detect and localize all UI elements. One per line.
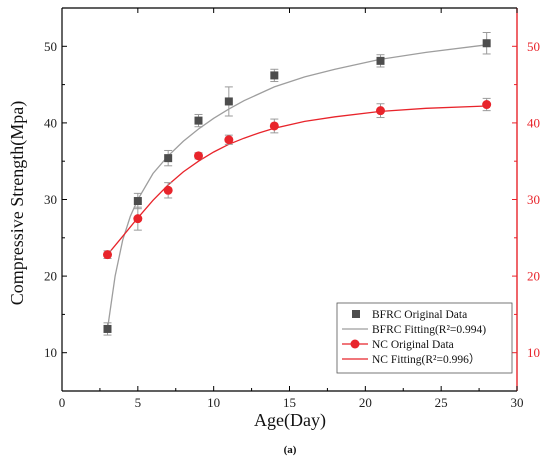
y-tick-label: 20 — [44, 269, 57, 284]
y2-tick-label: 40 — [527, 115, 540, 130]
y2-tick-label: 30 — [527, 192, 540, 207]
legend: BFRC Original Data BFRC Fitting(R²=0.994… — [336, 302, 513, 374]
x-tick-label: 5 — [135, 395, 142, 410]
bfrc-data-point — [194, 116, 203, 125]
bfrc-data-point — [133, 197, 142, 206]
legend-marker-bfrc-data — [352, 310, 360, 318]
x-tick-label: 0 — [59, 395, 66, 410]
y-tick-label: 30 — [44, 192, 57, 207]
nc-data-point — [103, 250, 112, 260]
y-tick-label: 10 — [44, 345, 57, 360]
x-tick-label: 15 — [283, 395, 296, 410]
error-bars — [103, 32, 491, 336]
legend-label-nc-fit: NC Fitting(R²=0.996） — [372, 353, 480, 366]
nc-data-point — [376, 106, 385, 116]
x-axis-title: Age(Day) — [254, 410, 326, 431]
y-tick-label: 50 — [44, 39, 57, 54]
y2-tick-label: 20 — [527, 269, 540, 284]
bfrc-data-point — [224, 97, 233, 106]
nc-data-point — [269, 121, 279, 131]
nc-data-point — [482, 100, 492, 110]
y2-tick-label: 10 — [527, 345, 540, 360]
bfrc-fit-line — [106, 44, 487, 330]
bfrc-data-point — [482, 39, 491, 48]
y-axis-title: Compressive Strength(Mpa) — [7, 101, 28, 305]
legend-label-bfrc-fit: BFRC Fitting(R²=0.994) — [372, 324, 486, 336]
x-tick-label: 10 — [207, 395, 220, 410]
x-tick-label: 30 — [511, 395, 524, 410]
y2-tick-label: 50 — [527, 39, 540, 54]
legend-box — [336, 302, 513, 374]
nc-data-point — [163, 185, 173, 195]
bfrc-data-point — [103, 324, 112, 333]
nc-data-point — [133, 214, 143, 224]
legend-marks — [342, 310, 368, 360]
nc-data-point — [194, 151, 203, 161]
data-points — [103, 39, 492, 333]
legend-label-bfrc-data: BFRC Original Data — [372, 309, 467, 321]
axis-ticks: 0 5 10 15 20 25 30 10 20 30 40 50 10 20 30 40 50 — [44, 8, 540, 410]
y-tick-label: 40 — [44, 115, 57, 130]
bfrc-data-point — [270, 71, 279, 80]
fit-curves — [106, 44, 487, 330]
bfrc-data-point — [164, 154, 173, 163]
bfrc-data-point — [376, 56, 385, 65]
x-tick-label: 20 — [359, 395, 372, 410]
legend-label-nc-data: NC Original Data — [372, 339, 454, 351]
legend-marker-nc-data — [350, 339, 360, 349]
nc-data-point — [224, 135, 234, 145]
figure-caption: (a) — [284, 444, 297, 456]
nc-fit-line — [106, 105, 487, 256]
x-tick-label: 25 — [435, 395, 448, 410]
